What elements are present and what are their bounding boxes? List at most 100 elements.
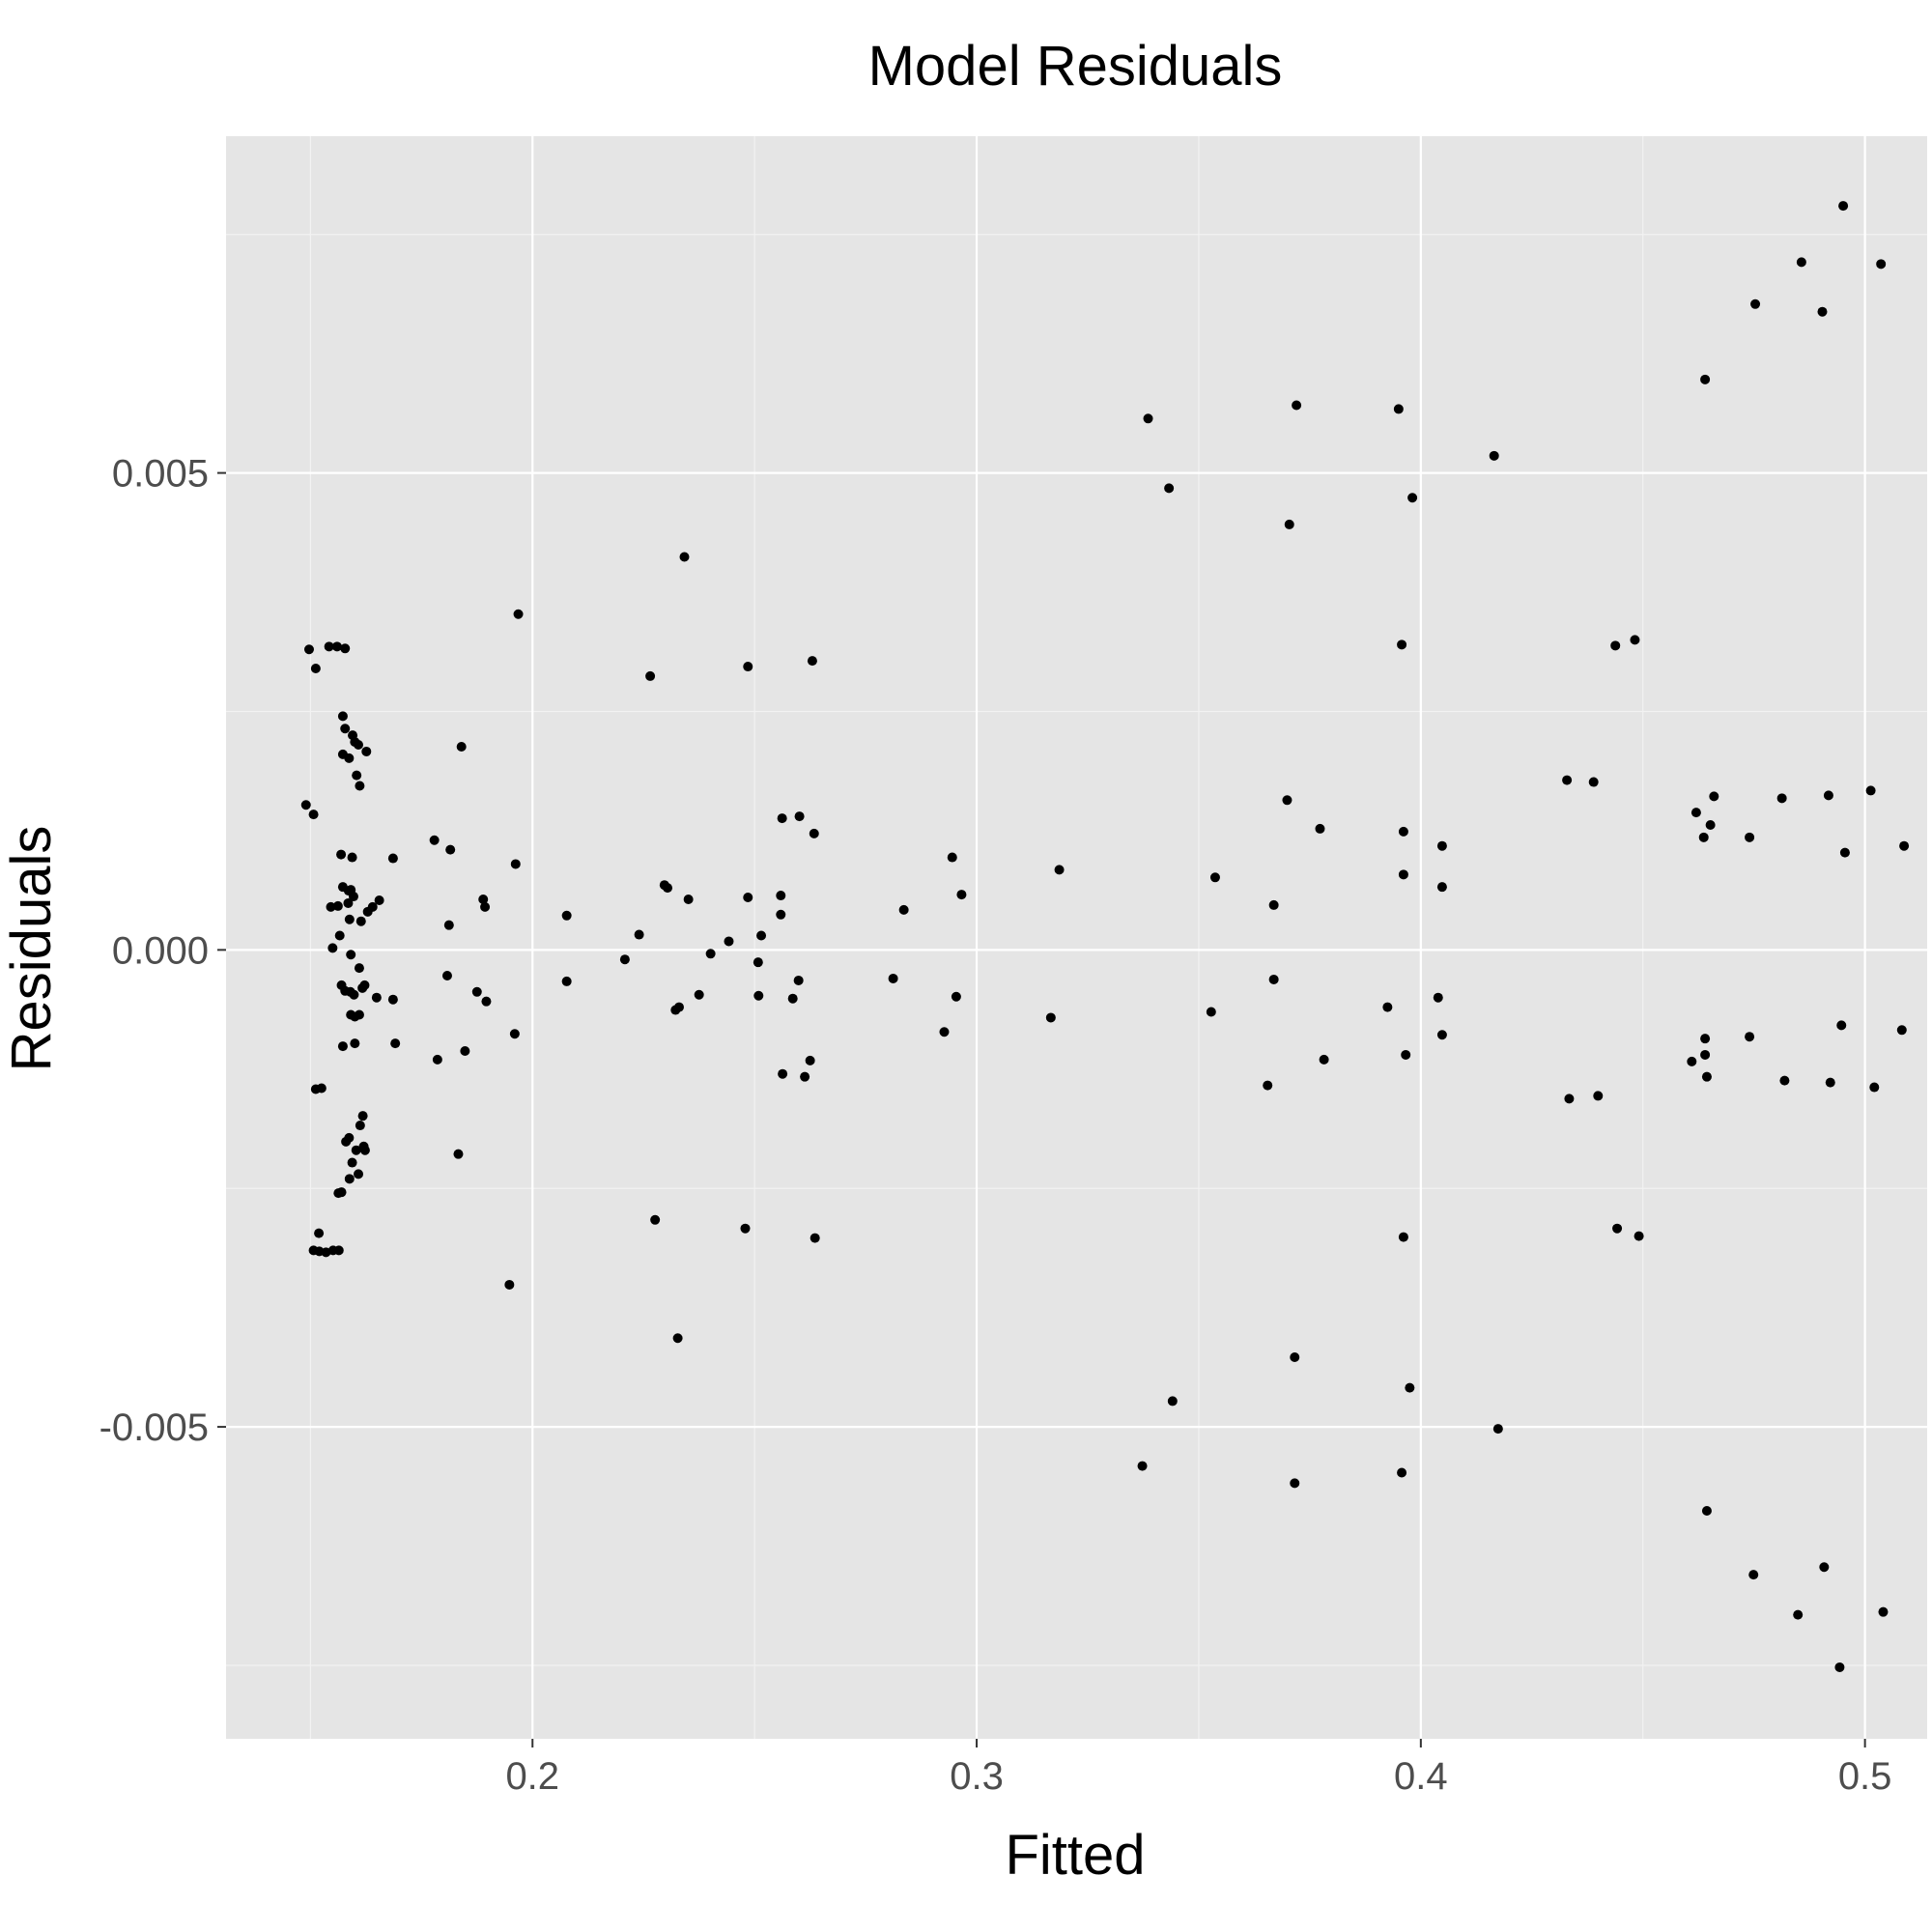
data-point <box>1492 1424 1503 1435</box>
data-point <box>357 1111 368 1122</box>
data-point <box>374 895 384 905</box>
data-point <box>337 1041 348 1052</box>
data-point <box>694 989 704 1000</box>
data-point <box>1612 1223 1623 1234</box>
data-point <box>348 892 358 902</box>
data-point <box>776 891 786 901</box>
data-point <box>753 990 764 1001</box>
data-point <box>947 852 957 863</box>
data-point <box>355 781 365 791</box>
data-point <box>432 1054 442 1065</box>
plot-panel <box>226 136 1927 1739</box>
data-point <box>1382 1002 1393 1012</box>
data-point <box>333 1245 344 1256</box>
y-tick-label: 0.000 <box>112 929 209 972</box>
data-point <box>777 813 787 824</box>
data-point <box>347 852 357 863</box>
major-grid <box>226 136 1927 1739</box>
data-point <box>352 770 362 781</box>
data-point <box>1209 872 1220 883</box>
data-point <box>445 844 456 855</box>
x-axis-title: Fitted <box>1005 1824 1145 1887</box>
data-point <box>1164 483 1175 494</box>
data-point <box>1564 1094 1575 1104</box>
data-point <box>478 895 489 904</box>
data-point <box>1489 450 1499 461</box>
data-point <box>1398 869 1408 880</box>
data-point <box>326 901 336 912</box>
data-point <box>1700 374 1711 384</box>
data-point <box>888 973 898 983</box>
data-point <box>1206 1007 1216 1017</box>
data-point <box>743 662 753 672</box>
y-tick-label: -0.005 <box>99 1406 209 1449</box>
data-point <box>1137 1461 1148 1471</box>
data-point <box>1896 1025 1907 1036</box>
data-point <box>672 1333 683 1344</box>
data-point <box>1436 840 1447 851</box>
data-point <box>787 993 798 1004</box>
data-point <box>1398 1232 1408 1242</box>
data-point <box>1054 865 1065 875</box>
data-point <box>1397 639 1407 650</box>
data-point <box>619 954 630 965</box>
data-point <box>1779 1075 1790 1086</box>
data-point <box>1290 1478 1300 1489</box>
data-point <box>460 1046 470 1057</box>
data-point <box>1823 790 1833 801</box>
data-point <box>509 1029 520 1039</box>
data-point <box>1776 793 1787 804</box>
data-point <box>1268 899 1279 910</box>
data-point <box>1701 1071 1712 1082</box>
data-point <box>354 1169 364 1179</box>
data-point <box>810 1233 820 1243</box>
data-point <box>1593 1091 1604 1101</box>
data-point <box>346 950 356 960</box>
data-point <box>1698 832 1709 842</box>
data-point <box>1268 974 1279 984</box>
x-tick-label: 0.5 <box>1838 1755 1892 1798</box>
x-tick-label: 0.3 <box>950 1755 1004 1798</box>
data-point <box>336 849 347 860</box>
data-point <box>1143 413 1153 424</box>
data-point <box>1290 1352 1300 1362</box>
data-point <box>371 992 382 1003</box>
data-point <box>332 900 343 911</box>
data-point <box>1315 823 1325 834</box>
data-point <box>1825 1077 1835 1088</box>
data-point <box>350 1038 360 1049</box>
data-point <box>1745 1032 1755 1042</box>
data-point <box>939 1027 950 1037</box>
data-point <box>807 656 817 667</box>
data-point <box>1263 1080 1273 1091</box>
data-point <box>340 643 351 654</box>
data-point <box>1398 826 1408 837</box>
data-point <box>344 1132 355 1143</box>
data-point <box>354 963 364 974</box>
data-point <box>1634 1231 1644 1241</box>
data-point <box>663 883 673 894</box>
data-point <box>314 1228 325 1238</box>
x-tick-label: 0.4 <box>1394 1755 1448 1798</box>
data-point <box>561 910 572 921</box>
minor-grid <box>226 136 1927 1739</box>
data-point <box>471 986 482 997</box>
data-point <box>753 957 763 968</box>
data-point <box>1899 840 1910 851</box>
data-point <box>743 893 753 903</box>
data-point <box>443 920 454 930</box>
data-point <box>331 641 342 652</box>
x-tick-label: 0.2 <box>505 1755 559 1798</box>
data-point <box>673 1002 684 1012</box>
data-points <box>300 201 1910 1672</box>
data-point <box>1687 1056 1697 1066</box>
data-point <box>1407 493 1418 503</box>
data-point <box>705 949 716 959</box>
data-point <box>1292 400 1302 411</box>
data-point <box>333 1188 344 1199</box>
data-point <box>1745 832 1755 842</box>
y-axis-title: Residuals <box>0 826 63 1072</box>
data-point <box>1045 1012 1056 1023</box>
data-point <box>344 914 355 924</box>
